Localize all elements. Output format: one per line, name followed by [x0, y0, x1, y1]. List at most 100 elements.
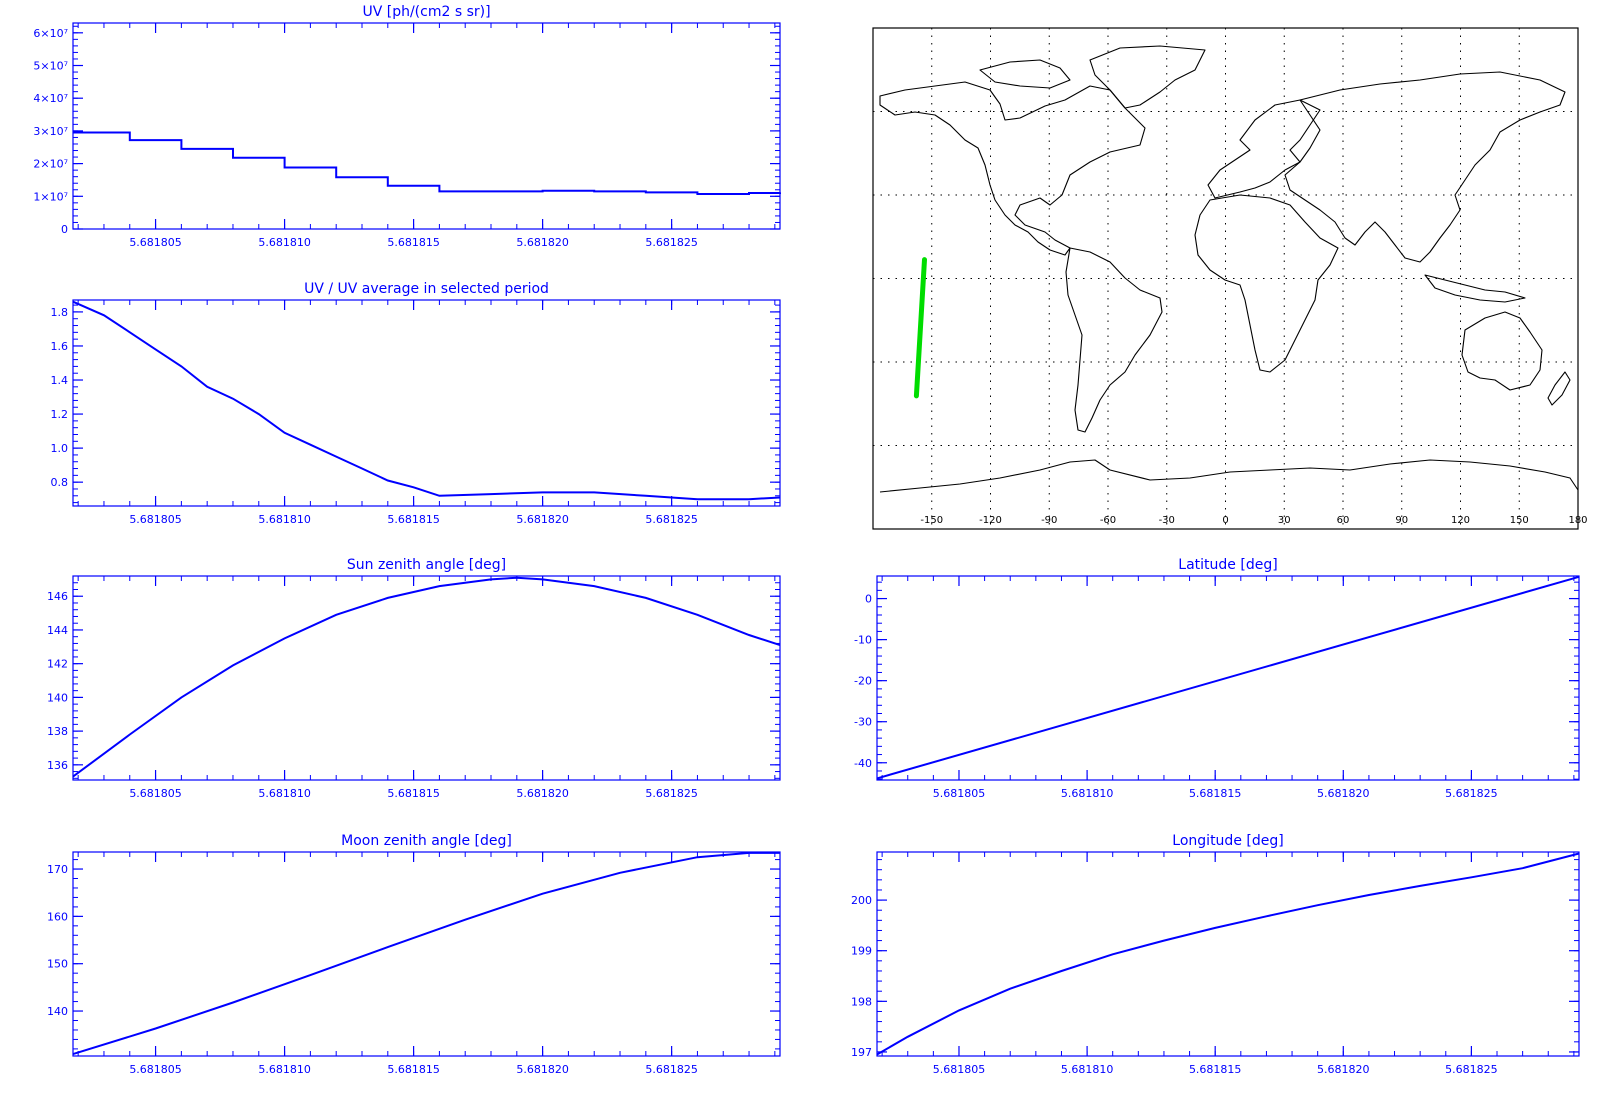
- x-tick-label: 5.681825: [645, 236, 698, 249]
- panel-title: Sun zenith angle [deg]: [347, 557, 506, 573]
- y-tick-label: -10: [854, 634, 872, 647]
- y-tick-label: 144: [47, 624, 68, 637]
- plot-panels: UV [ph/(cm2 s sr)] 5.681805 5.681810 5.6818…: [33, 4, 1580, 1076]
- lon-tick-label: 0: [1222, 515, 1228, 526]
- minor-ticks: [73, 300, 780, 506]
- x-tick-label: 5.681815: [387, 787, 440, 800]
- coast-asia: [1284, 71, 1566, 263]
- y-tick-label: 0: [61, 223, 68, 236]
- panel-title: Moon zenith angle [deg]: [341, 833, 512, 849]
- plot-frame: [72, 22, 781, 230]
- y-tick-label: 1×10⁷: [33, 190, 68, 203]
- lon-tick-label: -120: [979, 515, 1002, 526]
- x-tick-label: 5.681820: [516, 236, 569, 249]
- coast-antarctica: [879, 459, 1579, 493]
- lon-tick-label: 90: [1395, 515, 1408, 526]
- plot-frame: [876, 575, 1580, 781]
- data-series-line: [73, 131, 781, 195]
- y-tick-label: 199: [851, 945, 872, 958]
- x-tick-label: 5.681820: [1317, 787, 1370, 800]
- x-tick-label: 5.681805: [129, 513, 182, 526]
- y-tick-label: 170: [47, 863, 68, 876]
- y-tick-label: 197: [851, 1046, 872, 1059]
- y-tick-label: 136: [47, 759, 68, 772]
- x-tick-label: 5.681805: [933, 787, 986, 800]
- x-tick-label: 5.681825: [645, 787, 698, 800]
- x-tick-label: 5.681815: [387, 1063, 440, 1076]
- coast-new-zealand: [1547, 371, 1571, 406]
- lon-tick-label: 60: [1337, 515, 1350, 526]
- x-tick-label: 5.681805: [129, 787, 182, 800]
- coast-arctic-islands: [979, 59, 1071, 89]
- y-tick-label: 0.8: [51, 476, 69, 489]
- lon-tick-label: 120: [1451, 515, 1470, 526]
- y-tick-label: 1.4: [51, 374, 69, 387]
- panel-sun-zenith: Sun zenith angle [deg] 5.681805 5.681810 5.…: [47, 557, 781, 800]
- y-tick-label: 1.8: [51, 306, 69, 319]
- x-tick-label: 5.681810: [258, 513, 311, 526]
- x-tick-label: 5.681810: [258, 236, 311, 249]
- y-tick-label: 198: [851, 995, 872, 1008]
- y-tick-label: 142: [47, 658, 68, 671]
- data-series-line: [876, 575, 1580, 780]
- data-series-line: [72, 576, 781, 778]
- x-tick-label: 5.681815: [387, 236, 440, 249]
- y-tick-label: 150: [47, 958, 68, 971]
- x-tick-label: 5.681820: [1317, 1063, 1370, 1076]
- y-tick-label: 140: [47, 1005, 68, 1018]
- panel-moon-zenith: Moon zenith angle [deg] 5.681805 5.681810 5…: [47, 833, 781, 1076]
- y-tick-label: 5×10⁷: [33, 60, 68, 73]
- y-tick-label: -30: [854, 716, 872, 729]
- data-series-line: [72, 851, 780, 1056]
- y-tick-label: 1.0: [51, 442, 69, 455]
- y-tick-label: 3×10⁷: [33, 125, 68, 138]
- x-tick-label: 5.681820: [516, 787, 569, 800]
- x-tick-label: 5.681810: [1061, 1063, 1114, 1076]
- longitude-tick-labels: -150 -120 -90 -60 -30 0 30 60 90 120 150 180: [920, 515, 1587, 526]
- lon-tick-label: -60: [1100, 515, 1116, 526]
- y-tick-label: 1.2: [51, 408, 69, 421]
- lon-tick-label: 180: [1568, 515, 1587, 526]
- panel-uv: UV [ph/(cm2 s sr)] 5.681805 5.681810 5.6818…: [33, 4, 781, 249]
- minor-ticks: [73, 852, 780, 1056]
- plot-frame: [72, 575, 781, 781]
- coast-south-america: [1065, 247, 1163, 433]
- plot-frame: [72, 851, 781, 1057]
- x-tick-label: 5.681815: [387, 513, 440, 526]
- x-tick-label: 5.681825: [645, 1063, 698, 1076]
- x-tick-label: 5.681805: [933, 1063, 986, 1076]
- panel-latitude: Latitude [deg] 5.681805 5.681810 5.681815 5.…: [854, 557, 1580, 800]
- y-tick-label: 2×10⁷: [33, 158, 68, 171]
- y-tick-label: 140: [47, 691, 68, 704]
- lon-tick-label: 30: [1278, 515, 1291, 526]
- y-tick-label: 200: [851, 894, 872, 907]
- x-tick-label: 5.681805: [129, 236, 182, 249]
- panel-uv-ratio: UV / UV average in selected period 5.6818…: [51, 281, 781, 526]
- coast-greenland: [1089, 45, 1206, 109]
- panel-longitude: Longitude [deg] 5.681805 5.681810 5.681815 5…: [851, 833, 1580, 1076]
- lon-tick-label: -30: [1159, 515, 1175, 526]
- data-series-line: [876, 852, 1580, 1056]
- x-tick-label: 5.681825: [1445, 787, 1498, 800]
- minor-ticks: [877, 852, 1579, 1056]
- coast-europe: [1207, 99, 1321, 199]
- x-tick-label: 5.681820: [516, 513, 569, 526]
- x-tick-label: 5.681815: [1189, 787, 1242, 800]
- panel-title: UV / UV average in selected period: [304, 281, 549, 297]
- panel-title: Latitude [deg]: [1178, 557, 1277, 573]
- x-tick-label: 5.681820: [516, 1063, 569, 1076]
- plot-frame: [72, 299, 781, 507]
- x-tick-label: 5.681810: [1061, 787, 1114, 800]
- panel-title: UV [ph/(cm2 s sr)]: [362, 4, 490, 20]
- y-tick-label: 138: [47, 725, 68, 738]
- y-tick-label: 6×10⁷: [33, 27, 68, 40]
- x-tick-label: 5.681825: [1445, 1063, 1498, 1076]
- x-tick-label: 5.681805: [129, 1063, 182, 1076]
- coast-indonesia: [1424, 274, 1526, 303]
- y-tick-label: 146: [47, 590, 68, 603]
- lon-tick-label: -150: [920, 515, 943, 526]
- minor-ticks: [73, 23, 780, 230]
- x-tick-label: 5.681810: [258, 787, 311, 800]
- satellite-ground-track: [913, 257, 927, 399]
